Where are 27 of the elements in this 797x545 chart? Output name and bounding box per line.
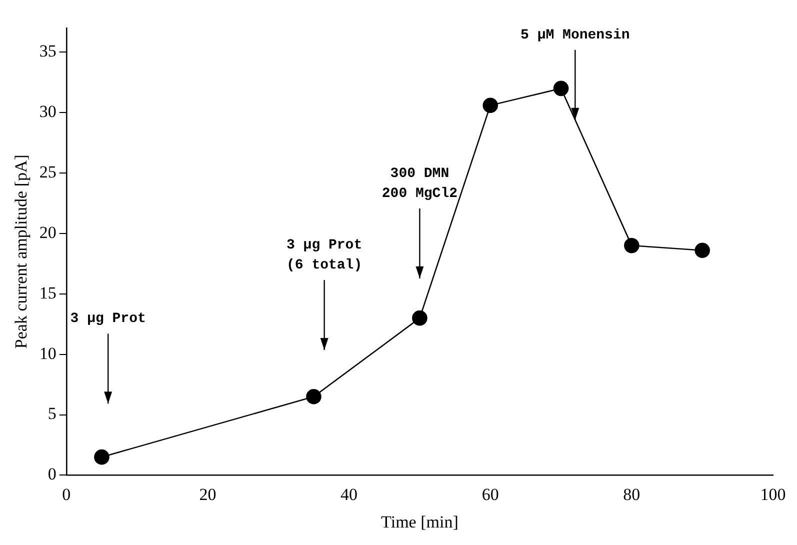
- annotation: 5 μM Monensin: [520, 27, 630, 44]
- x-tick-label: 80: [623, 484, 640, 504]
- y-axis-title: Peak current amplitude [pA]: [12, 154, 31, 349]
- x-tick-label: 60: [482, 484, 499, 504]
- y-tick-label: 25: [39, 162, 56, 182]
- point: [694, 242, 710, 258]
- x-tick-label: 20: [199, 484, 216, 504]
- y-tick-label: 35: [39, 42, 56, 61]
- y-tick-label: 10: [39, 344, 56, 363]
- point: [482, 98, 498, 114]
- point: [553, 80, 569, 96]
- point: [94, 449, 110, 465]
- point: [412, 310, 428, 326]
- x-axis-title: Time [min]: [381, 512, 458, 532]
- annotation: 3 μg Prot (6 total): [286, 238, 362, 274]
- x-tick-label: 100: [760, 484, 786, 504]
- point: [624, 238, 640, 254]
- y-tick-label: 5: [48, 404, 56, 424]
- x-tick-label: 0: [62, 484, 71, 504]
- point: [306, 388, 322, 404]
- annotation: 300 DMN 200 MgCl2: [382, 166, 458, 202]
- y-tick-label: 0: [48, 464, 56, 484]
- x-tick-label: 40: [340, 484, 358, 504]
- y-tick-label: 30: [39, 102, 56, 122]
- y-tick-label: 15: [39, 283, 56, 302]
- y-tick-label: 20: [39, 222, 56, 242]
- annotation: 3 μg Prot: [70, 311, 146, 328]
